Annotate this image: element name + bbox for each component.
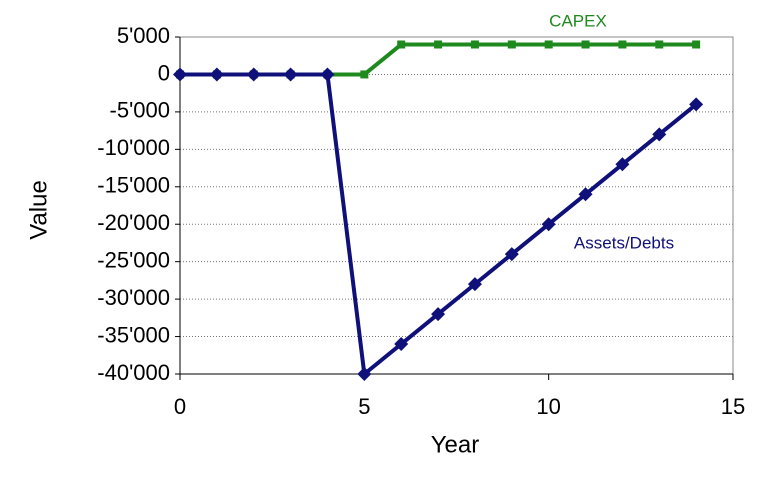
y-axis-title: Value — [25, 180, 52, 240]
marker — [397, 40, 406, 49]
y-tick-label: 0 — [158, 60, 170, 85]
marker — [507, 40, 516, 49]
y-tick-label: -35'000 — [97, 322, 170, 347]
marker — [544, 40, 553, 49]
y-tick-label: -15'000 — [97, 173, 170, 198]
marker — [581, 40, 590, 49]
x-tick-label: 5 — [358, 394, 370, 419]
y-tick-label: -25'000 — [97, 247, 170, 272]
plot-frame — [179, 36, 734, 375]
marker — [541, 217, 556, 232]
x-tick-label: 0 — [174, 394, 186, 419]
marker — [618, 40, 627, 49]
marker — [655, 40, 664, 49]
marker — [431, 307, 446, 322]
marker — [209, 67, 224, 82]
marker — [615, 157, 630, 172]
marker — [283, 67, 298, 82]
x-tick-label: 10 — [536, 394, 560, 419]
marker — [320, 67, 335, 82]
marker — [692, 40, 701, 49]
marker — [246, 67, 261, 82]
series-label: CAPEX — [549, 11, 607, 30]
marker — [434, 40, 443, 49]
series-line — [180, 42, 697, 77]
series-label: Assets/Debts — [574, 233, 674, 252]
y-tick-label: -10'000 — [97, 135, 170, 160]
marker — [357, 367, 372, 381]
marker — [173, 67, 187, 82]
marker — [394, 337, 409, 352]
marker — [504, 247, 519, 262]
y-tick-label: 5'000 — [117, 23, 170, 48]
y-tick-label: -30'000 — [97, 285, 170, 310]
marker — [470, 40, 479, 49]
marker — [652, 127, 667, 142]
y-tick-label: -20'000 — [97, 210, 170, 235]
marker — [578, 187, 593, 202]
y-tick-label: -5'000 — [110, 98, 170, 123]
marker — [689, 97, 704, 112]
marker — [360, 70, 369, 79]
y-tick-label: -40'000 — [97, 360, 170, 385]
marker — [467, 277, 482, 292]
x-tick-label: 15 — [721, 394, 745, 419]
x-axis-title: Year — [431, 431, 480, 458]
